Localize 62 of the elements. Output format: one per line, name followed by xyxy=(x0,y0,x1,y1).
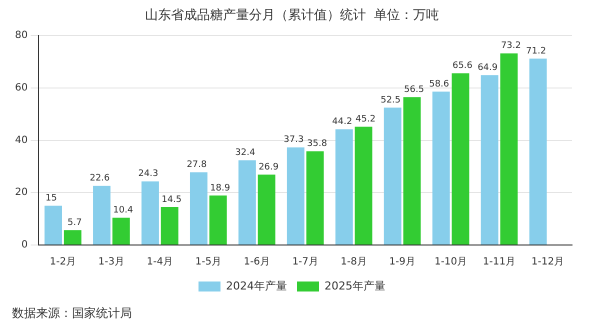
bar xyxy=(286,147,304,244)
bar xyxy=(354,126,372,244)
source-note: 数据来源：国家统计局 xyxy=(12,306,132,320)
x-tick-label: 1-10月 xyxy=(434,256,468,268)
x-tick-label: 1-8月 xyxy=(340,256,368,268)
bar xyxy=(238,160,256,244)
data-label: 5.7 xyxy=(67,218,82,228)
bar xyxy=(160,207,178,244)
data-label: 24.3 xyxy=(138,169,158,180)
data-label: 22.6 xyxy=(90,174,110,184)
bar xyxy=(403,97,421,244)
x-tick-label: 1-6月 xyxy=(244,256,270,268)
x-tick-label: 1-4月 xyxy=(146,256,174,268)
data-label: 35.8 xyxy=(307,139,328,150)
data-label: 32.4 xyxy=(235,148,256,158)
data-label: 58.6 xyxy=(429,79,450,90)
x-tick-label: 1-5月 xyxy=(195,256,222,268)
data-label: 56.5 xyxy=(404,84,424,95)
bar xyxy=(306,151,324,244)
bar xyxy=(190,172,208,244)
data-label: 44.2 xyxy=(332,117,352,128)
bar xyxy=(452,73,470,244)
bar xyxy=(209,196,227,244)
x-tick-label: 1-9月 xyxy=(389,256,416,268)
bar xyxy=(529,58,547,244)
y-tick-label: 80 xyxy=(14,30,28,42)
x-tick-label: 1-3月 xyxy=(98,256,125,268)
data-label: 64.9 xyxy=(478,62,498,73)
legend-label: 2025年产量 xyxy=(324,279,386,292)
data-label: 73.2 xyxy=(500,41,521,52)
data-label: 45.2 xyxy=(356,114,376,125)
bar xyxy=(142,181,159,244)
bar xyxy=(500,53,518,244)
data-label: 52.5 xyxy=(380,95,401,106)
bar xyxy=(480,75,498,244)
y-tick-label: 60 xyxy=(14,82,28,94)
x-tick-label: 1-2月 xyxy=(50,256,76,268)
data-label: 15 xyxy=(46,194,57,204)
data-label: 26.9 xyxy=(258,162,279,172)
data-label: 27.8 xyxy=(186,160,207,170)
data-label: 65.6 xyxy=(452,61,473,72)
bar xyxy=(44,206,62,244)
bar xyxy=(93,186,110,244)
data-label: 14.5 xyxy=(162,194,182,205)
data-label: 18.9 xyxy=(210,183,230,194)
y-tick-label: 40 xyxy=(14,134,28,146)
bar xyxy=(112,218,130,244)
x-tick-label: 1-11月 xyxy=(482,256,516,268)
data-label: 37.3 xyxy=(284,135,304,146)
bar xyxy=(64,230,82,244)
x-tick-label: 1-12月 xyxy=(531,256,564,268)
data-label: 10.4 xyxy=(113,206,134,216)
bar xyxy=(258,174,276,244)
bar xyxy=(335,129,353,244)
bar xyxy=(384,108,402,244)
chart-title: 山东省成品糖产量分月（累计值）统计 单位：万吨 xyxy=(144,8,440,24)
legend-label: 2024年产量 xyxy=(226,279,288,292)
y-tick-label: 0 xyxy=(21,240,28,251)
bar xyxy=(432,92,450,244)
x-tick-label: 1-7月 xyxy=(292,256,319,268)
data-label: 71.2 xyxy=(526,46,546,56)
y-tick-label: 20 xyxy=(14,187,28,198)
